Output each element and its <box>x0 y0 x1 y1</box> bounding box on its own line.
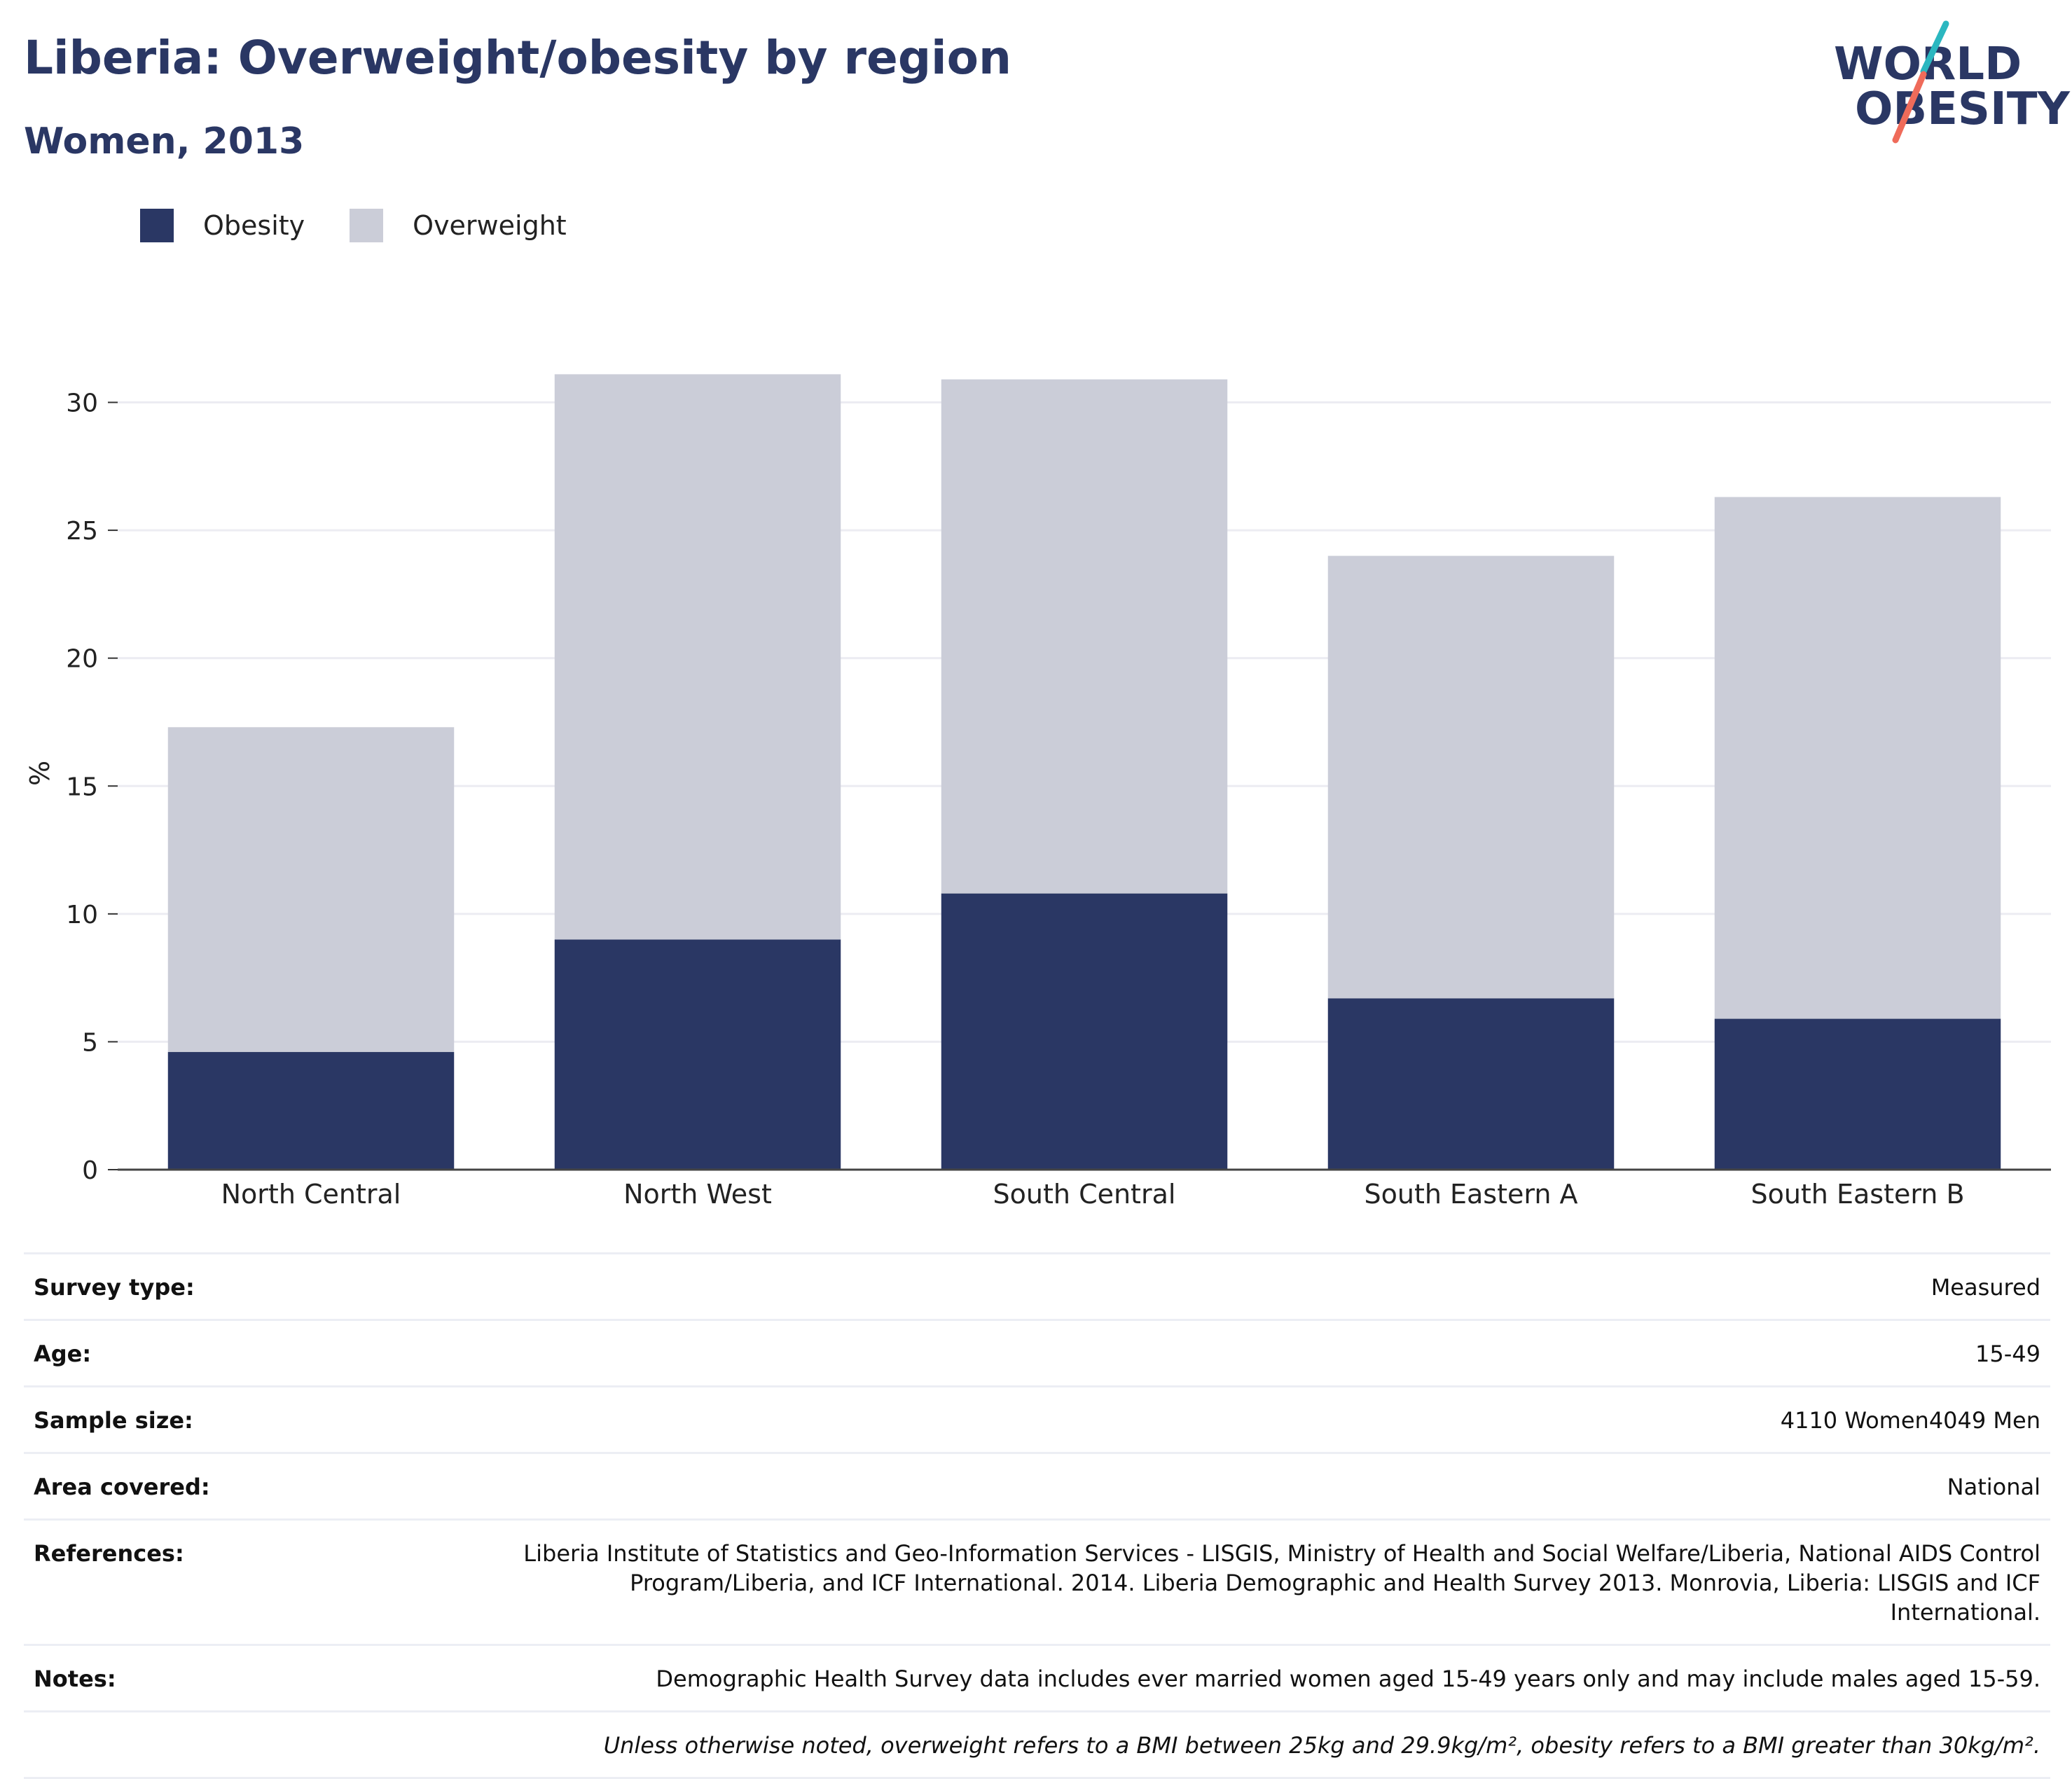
bar-obesity <box>167 1052 455 1170</box>
legend-swatch-obesity <box>140 209 174 242</box>
legend-item-overweight[interactable]: Overweight <box>350 209 567 242</box>
legend-label: Overweight <box>413 210 567 241</box>
x-tick-label: North West <box>623 1179 772 1210</box>
bmi-footnote: Unless otherwise noted, overweight refer… <box>603 1732 2040 1759</box>
info-value: Liberia Institute of Statistics and Geo-… <box>523 1540 2040 1626</box>
y-tick-label: 20 <box>66 645 98 674</box>
y-tick-label: 30 <box>66 389 98 418</box>
logo-slash-icon <box>1892 20 1949 144</box>
y-tick-label: 25 <box>66 517 98 546</box>
info-value: 15-49 <box>1975 1341 2040 1367</box>
info-row-notes: Notes: Demographic Health Survey data in… <box>24 1644 2050 1710</box>
info-key: Age: <box>34 1341 92 1367</box>
info-key: Area covered: <box>34 1474 210 1500</box>
y-tick-label: 0 <box>82 1156 98 1185</box>
chart-title: Liberia: Overweight/obesity by region <box>24 31 1012 85</box>
logo-line-2: OBESITY <box>1855 83 2070 135</box>
x-tick-label: North Central <box>221 1179 401 1210</box>
bar-overweight <box>941 379 1228 894</box>
info-value: 4110 Women4049 Men <box>1780 1407 2040 1434</box>
x-tick-label: South Eastern A <box>1364 1179 1577 1210</box>
info-key: Notes: <box>34 1666 116 1692</box>
info-row-age: Age: 15-49 <box>24 1319 2050 1385</box>
stacked-bar-chart: 0 5 10 15 20 25 30% North Central North West Sout… <box>25 374 2051 1210</box>
bar-obesity <box>1327 998 1615 1170</box>
info-row-references: References: Liberia Institute of Statist… <box>24 1518 2050 1644</box>
y-tick-label: 5 <box>82 1028 98 1057</box>
info-value: National <box>1947 1474 2040 1500</box>
chart-subtitle: Women, 2013 <box>24 120 305 162</box>
info-key: Sample size: <box>34 1407 193 1434</box>
legend-swatch-overweight <box>350 209 384 242</box>
bar-obesity <box>1714 1018 2001 1170</box>
legend-item-obesity[interactable]: Obesity <box>140 209 305 242</box>
bar-overweight <box>1327 555 1615 999</box>
chart-legend: Obesity Overweight <box>140 209 612 242</box>
info-row-footnote: Unless otherwise noted, overweight refer… <box>24 1710 2050 1779</box>
info-row-sample-size: Sample size: 4110 Women4049 Men <box>24 1385 2050 1452</box>
legend-label: Obesity <box>203 210 305 241</box>
info-key: References: <box>34 1540 184 1567</box>
x-tick-label: South Central <box>993 1179 1176 1210</box>
survey-info-table: Survey type: Measured Age: 15-49 Sample … <box>24 1252 2050 1779</box>
bar-obesity <box>554 939 841 1170</box>
info-value: Measured <box>1931 1274 2040 1301</box>
y-axis-label: % <box>25 761 55 786</box>
info-key: Survey type: <box>34 1274 195 1301</box>
bar-overweight <box>1714 497 2001 1019</box>
bar-overweight <box>554 374 841 940</box>
info-value: Demographic Health Survey data includes … <box>656 1666 2040 1692</box>
y-tick-label: 15 <box>66 773 98 801</box>
info-row-area-covered: Area covered: National <box>24 1452 2050 1518</box>
bar-overweight <box>167 727 455 1053</box>
bar-obesity <box>941 893 1228 1170</box>
info-row-survey-type: Survey type: Measured <box>24 1252 2050 1319</box>
world-obesity-logo: WORLD OBESITY <box>1828 20 2070 153</box>
y-tick-label: 10 <box>66 901 98 929</box>
x-tick-label: South Eastern B <box>1750 1179 1964 1210</box>
